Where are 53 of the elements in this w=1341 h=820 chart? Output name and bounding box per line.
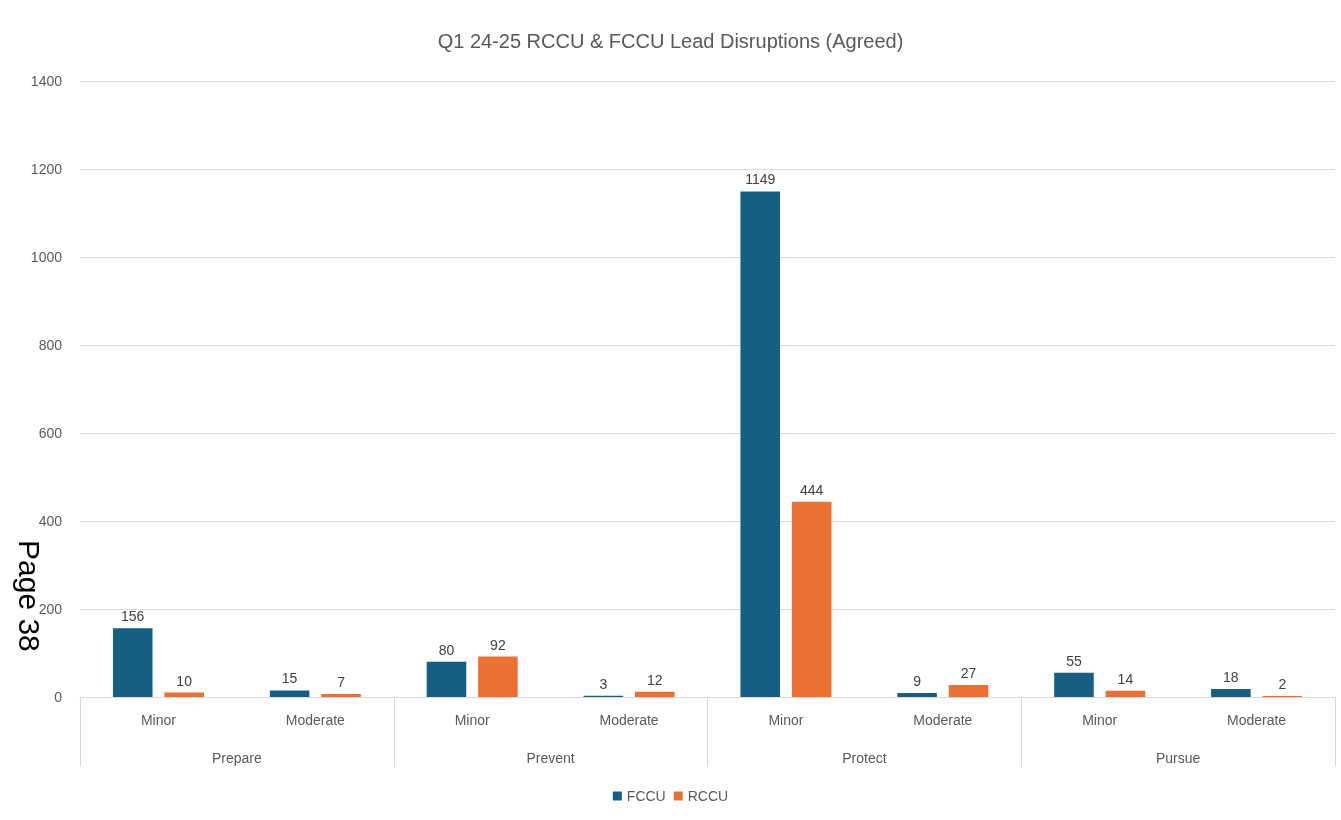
bar — [112, 628, 153, 697]
bar — [164, 692, 204, 697]
data-label: 27 — [960, 665, 977, 682]
bar — [897, 693, 937, 697]
data-label: 444 — [799, 481, 824, 498]
bar — [426, 661, 467, 697]
chart-title: Q1 24-25 RCCU & FCCU Lead Disruptions (Agreed) — [437, 30, 904, 52]
bar — [635, 691, 675, 697]
data-label: 1149 — [745, 171, 776, 188]
bar — [948, 685, 989, 697]
y-tick-label: 1000 — [30, 249, 63, 265]
y-tick-label: 400 — [38, 513, 63, 529]
x-tick-label: Moderate — [1226, 712, 1287, 728]
bar — [1211, 689, 1251, 697]
y-tick-label: 800 — [38, 337, 63, 353]
data-label: 80 — [438, 641, 455, 658]
y-tick-label: 0 — [54, 689, 63, 705]
data-label: 156 — [121, 608, 145, 625]
x-tick-label: Moderate — [913, 712, 973, 728]
legend-label: FCCU — [626, 788, 666, 804]
y-tick-label: 1400 — [30, 73, 63, 89]
y-tick-label: 600 — [38, 425, 63, 441]
data-label: 2 — [1278, 676, 1287, 693]
y-tick-label: 200 — [38, 601, 63, 617]
data-label: 3 — [599, 675, 608, 692]
x-tick-label: Minor — [768, 712, 804, 728]
data-label: 7 — [337, 673, 346, 690]
data-label: 92 — [490, 636, 506, 653]
text: Protect — [842, 750, 887, 766]
text: Pursue — [1155, 750, 1201, 766]
y-tick-label: 1200 — [30, 161, 63, 177]
x-tick-label: Minor — [140, 712, 177, 728]
data-label: 15 — [281, 670, 298, 687]
bar — [1105, 690, 1146, 697]
text: Prepare — [211, 750, 262, 766]
data-label: 14 — [1117, 670, 1134, 687]
bar — [478, 656, 518, 697]
bar — [1054, 672, 1094, 697]
x-tick-label: Minor — [1082, 712, 1118, 728]
bar — [321, 693, 361, 697]
x-tick-label: Moderate — [285, 712, 346, 728]
legend-label: RCCU — [687, 788, 729, 804]
bar — [269, 690, 310, 697]
data-label: 18 — [1223, 669, 1239, 686]
bar — [791, 501, 832, 697]
text: Prevent — [526, 750, 575, 766]
data-label: 55 — [1066, 652, 1082, 669]
x-tick-label: Minor — [454, 712, 491, 728]
data-label: 12 — [646, 671, 663, 688]
data-label: 10 — [176, 672, 193, 689]
data-label: 9 — [913, 673, 922, 690]
x-tick-label: Moderate — [599, 712, 659, 728]
bar — [740, 191, 780, 697]
